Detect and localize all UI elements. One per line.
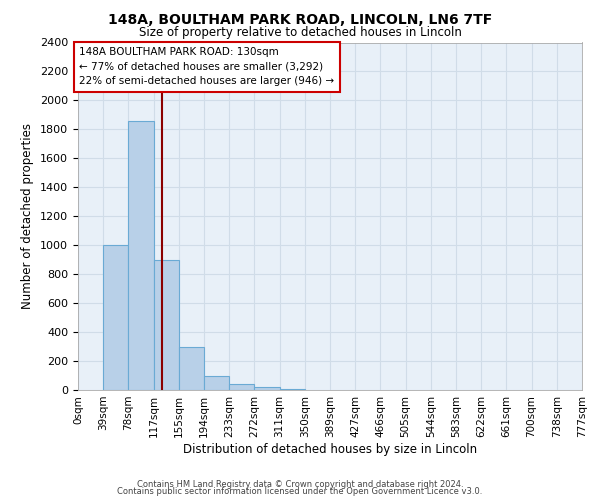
X-axis label: Distribution of detached houses by size in Lincoln: Distribution of detached houses by size … [183, 442, 477, 456]
Text: Contains public sector information licensed under the Open Government Licence v3: Contains public sector information licen… [118, 488, 482, 496]
Text: Contains HM Land Registry data © Crown copyright and database right 2024.: Contains HM Land Registry data © Crown c… [137, 480, 463, 489]
Bar [204, 376, 229, 390]
Text: 148A, BOULTHAM PARK ROAD, LINCOLN, LN6 7TF: 148A, BOULTHAM PARK ROAD, LINCOLN, LN6 7… [108, 12, 492, 26]
Text: 148A BOULTHAM PARK ROAD: 130sqm
← 77% of detached houses are smaller (3,292)
22%: 148A BOULTHAM PARK ROAD: 130sqm ← 77% of… [79, 47, 334, 86]
Bar [254, 387, 280, 390]
Bar [179, 346, 204, 390]
Bar [103, 245, 128, 390]
Text: Size of property relative to detached houses in Lincoln: Size of property relative to detached ho… [139, 26, 461, 39]
Bar [154, 260, 179, 390]
Bar [128, 120, 154, 390]
Y-axis label: Number of detached properties: Number of detached properties [22, 123, 34, 309]
Bar [229, 384, 254, 390]
